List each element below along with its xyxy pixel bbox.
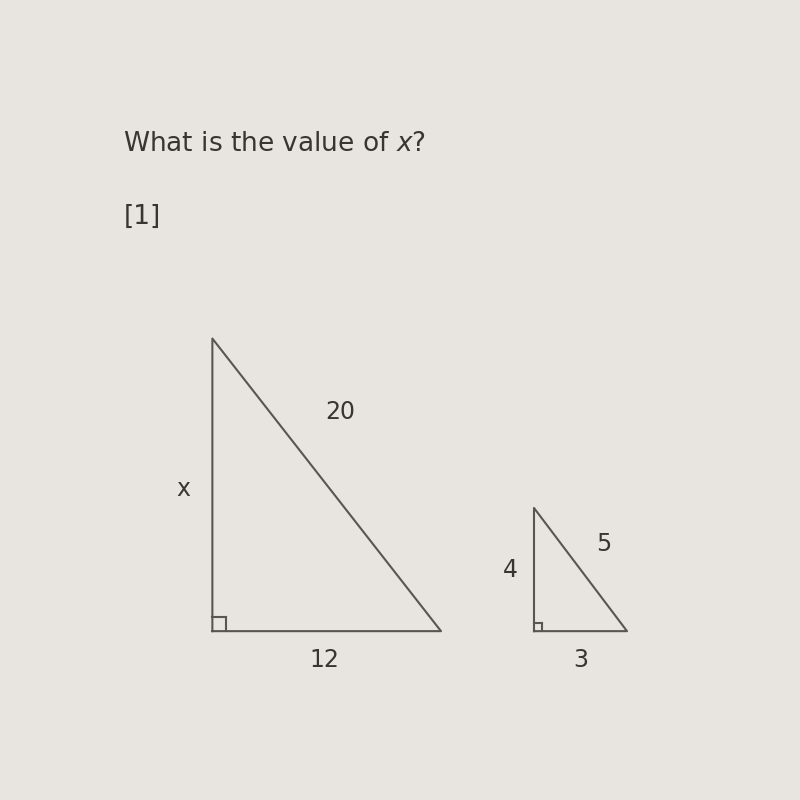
Text: 12: 12 bbox=[310, 648, 340, 672]
Text: [1]: [1] bbox=[123, 204, 161, 230]
Text: 4: 4 bbox=[503, 558, 518, 582]
Text: 20: 20 bbox=[326, 400, 355, 424]
Text: What is the value of: What is the value of bbox=[0, 799, 1, 800]
Text: x: x bbox=[177, 477, 190, 501]
Text: What is the value of $\it{x}$?: What is the value of $\it{x}$? bbox=[123, 130, 426, 157]
Text: 5: 5 bbox=[596, 532, 611, 556]
Text: 3: 3 bbox=[573, 648, 588, 672]
